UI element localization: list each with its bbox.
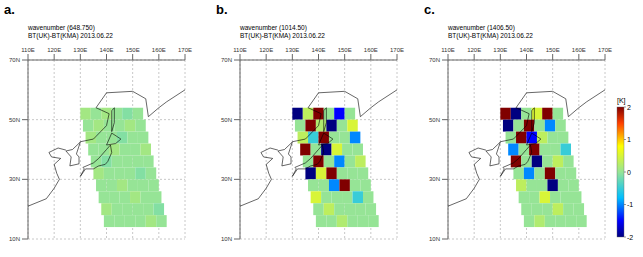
html-text:wavenumber (648.750): wavenumber (648.750)	[28, 24, 95, 31]
svg-text:50N: 50N	[9, 117, 20, 123]
svg-text:170E: 170E	[178, 47, 192, 53]
svg-text:140E: 140E	[519, 47, 533, 53]
svg-text:160E: 160E	[364, 47, 378, 53]
svg-text:130E: 130E	[493, 47, 507, 53]
svg-text:110E: 110E	[21, 47, 35, 53]
svg-text:2: 2	[627, 104, 631, 111]
html-text:BT(UK)-BT(KMA) 2013.06.22: BT(UK)-BT(KMA) 2013.06.22	[240, 32, 325, 39]
svg-text:150E: 150E	[338, 47, 352, 53]
svg-text:160E: 160E	[152, 47, 166, 53]
svg-text:140E: 140E	[311, 47, 325, 53]
svg-text:10N: 10N	[9, 236, 20, 242]
svg-text:0: 0	[627, 169, 631, 176]
svg-text:50N: 50N	[429, 117, 440, 123]
svg-text:120E: 120E	[47, 47, 61, 53]
svg-text:160E: 160E	[572, 47, 586, 53]
html-text:b.: b.	[216, 2, 228, 17]
svg-text:10N: 10N	[429, 236, 440, 242]
html-text:wavenumber (1406.50): wavenumber (1406.50)	[448, 24, 515, 31]
svg-text:110E: 110E	[441, 47, 455, 53]
svg-text:110E: 110E	[233, 47, 247, 53]
html-text:a.: a.	[4, 2, 15, 17]
html-text:BT(UK)-BT(KMA) 2013.06.22: BT(UK)-BT(KMA) 2013.06.22	[28, 32, 113, 39]
html-text:c.: c.	[424, 2, 435, 17]
svg-text:130E: 130E	[73, 47, 87, 53]
svg-text:-1: -1	[627, 201, 633, 208]
svg-text:30N: 30N	[429, 176, 440, 182]
svg-text:70N: 70N	[221, 57, 232, 63]
svg-text:30N: 30N	[221, 176, 232, 182]
svg-text:70N: 70N	[429, 57, 440, 63]
svg-text:150E: 150E	[546, 47, 560, 53]
svg-text:120E: 120E	[467, 47, 481, 53]
svg-text:70N: 70N	[9, 57, 20, 63]
svg-text:10N: 10N	[221, 236, 232, 242]
svg-text:[K]: [K]	[617, 97, 626, 105]
svg-text:1: 1	[627, 136, 631, 143]
svg-text:150E: 150E	[126, 47, 140, 53]
html-text:wavenumber (1014.50): wavenumber (1014.50)	[240, 24, 307, 31]
svg-text:50N: 50N	[221, 117, 232, 123]
html-text:BT(UK)-BT(KMA) 2013.06.22: BT(UK)-BT(KMA) 2013.06.22	[448, 32, 533, 39]
svg-text:170E: 170E	[598, 47, 612, 53]
svg-text:140E: 140E	[99, 47, 113, 53]
svg-text:170E: 170E	[390, 47, 404, 53]
svg-text:30N: 30N	[9, 176, 20, 182]
svg-text:-2: -2	[627, 234, 633, 241]
svg-text:120E: 120E	[259, 47, 273, 53]
svg-text:130E: 130E	[285, 47, 299, 53]
